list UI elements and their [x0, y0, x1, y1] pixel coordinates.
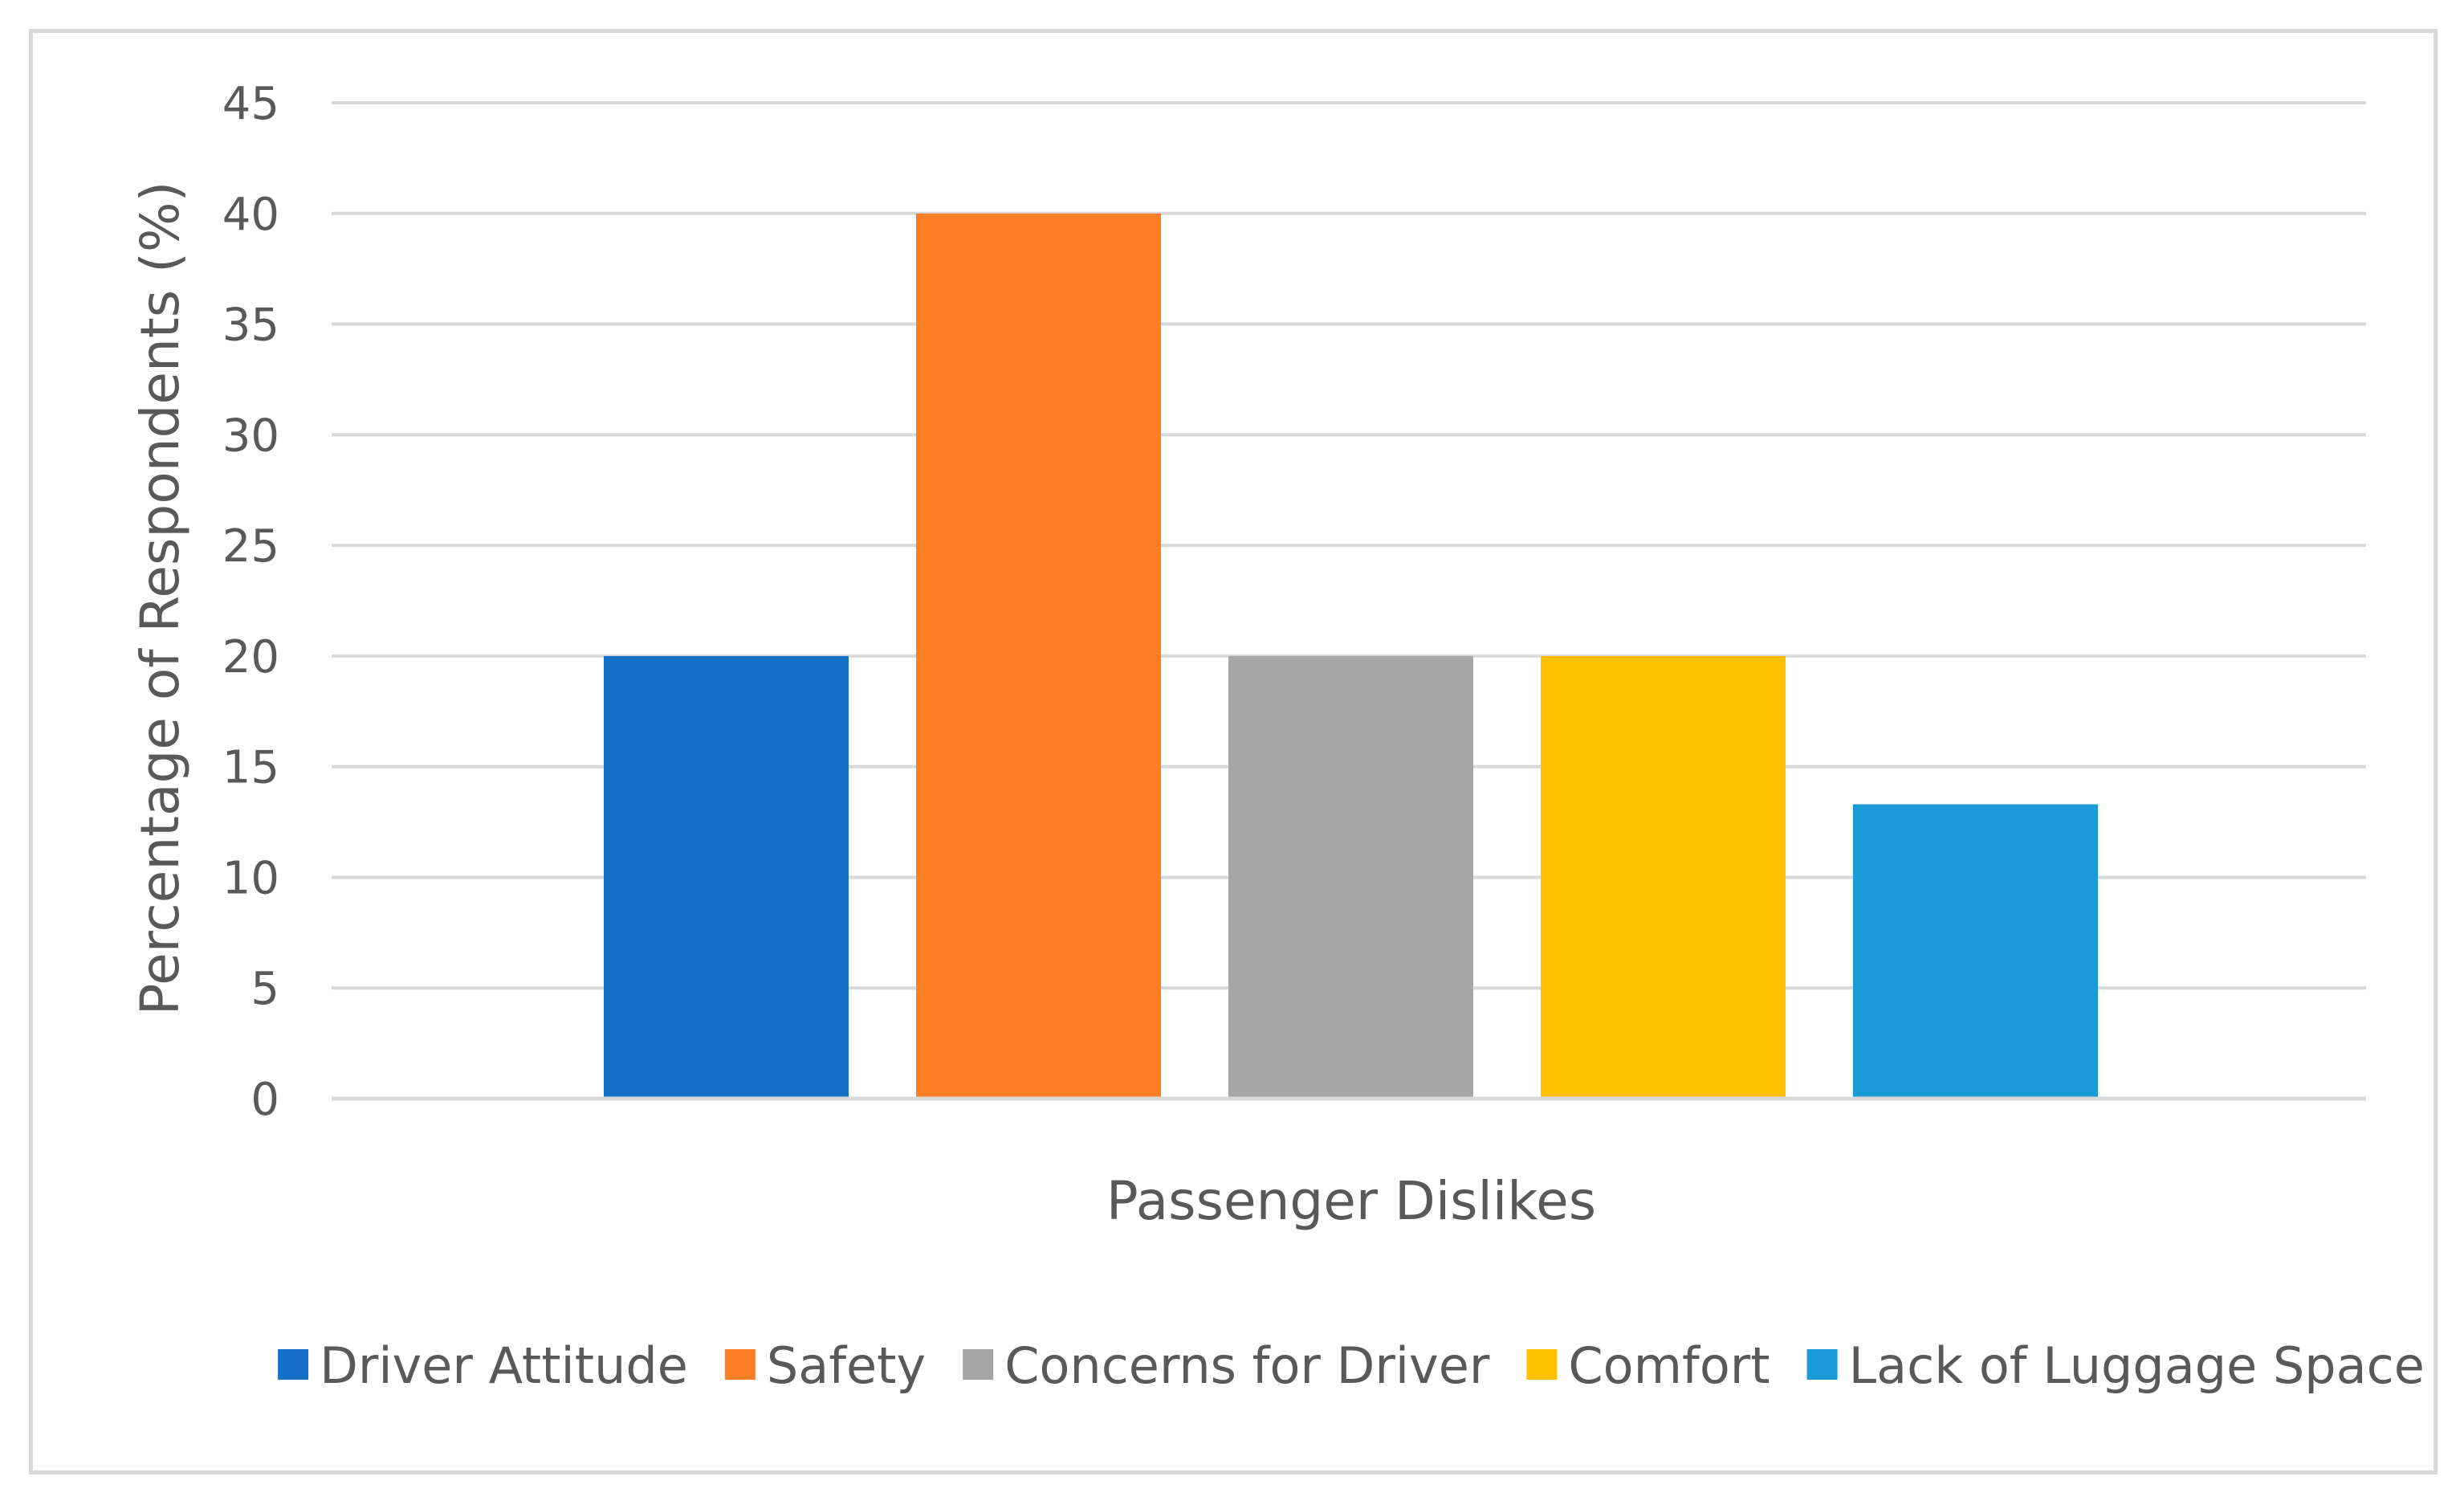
bar-chart: 0 5 10 15 20 25 30 35 40 45 Percentage of Respond… — [0, 0, 2464, 1505]
y-tick-label: 5 — [250, 963, 279, 1015]
y-tick-label: 35 — [222, 300, 279, 352]
bar-driver-attitude — [604, 656, 849, 1099]
y-tick-label: 10 — [222, 852, 279, 904]
legend-swatch — [1807, 1349, 1838, 1380]
y-tick-label: 25 — [222, 520, 279, 573]
bar-lack-of-luggage-space — [1853, 805, 2098, 1099]
legend-swatch — [278, 1349, 308, 1380]
y-tick-label: 45 — [222, 78, 279, 130]
y-axis-title: Percentage of Respondents (%) — [129, 181, 191, 1016]
legend-swatch — [963, 1349, 993, 1380]
x-axis-title: Passenger Dislikes — [1106, 1170, 1596, 1232]
y-tick-label: 40 — [222, 189, 279, 241]
y-tick-label: 20 — [222, 631, 279, 683]
legend-swatch — [1526, 1349, 1557, 1380]
legend-swatch — [725, 1349, 755, 1380]
legend-label: Driver Attitude — [320, 1336, 688, 1395]
legend: Driver Attitude Safety Concerns for Driver… — [278, 1336, 2425, 1395]
bar-comfort — [1541, 656, 1786, 1099]
bar-safety — [916, 214, 1161, 1099]
y-tick-label: 30 — [222, 410, 279, 462]
y-tick-label: 0 — [250, 1074, 279, 1126]
bar-concerns-for-driver — [1228, 656, 1473, 1099]
legend-label: Safety — [767, 1336, 926, 1395]
y-axis-ticks: 0 5 10 15 20 25 30 35 40 45 — [222, 78, 279, 1126]
legend-label: Lack of Luggage Space — [1849, 1336, 2425, 1395]
legend-label: Comfort — [1568, 1336, 1770, 1395]
y-tick-label: 15 — [222, 742, 279, 794]
legend-label: Concerns for Driver — [1004, 1336, 1490, 1395]
